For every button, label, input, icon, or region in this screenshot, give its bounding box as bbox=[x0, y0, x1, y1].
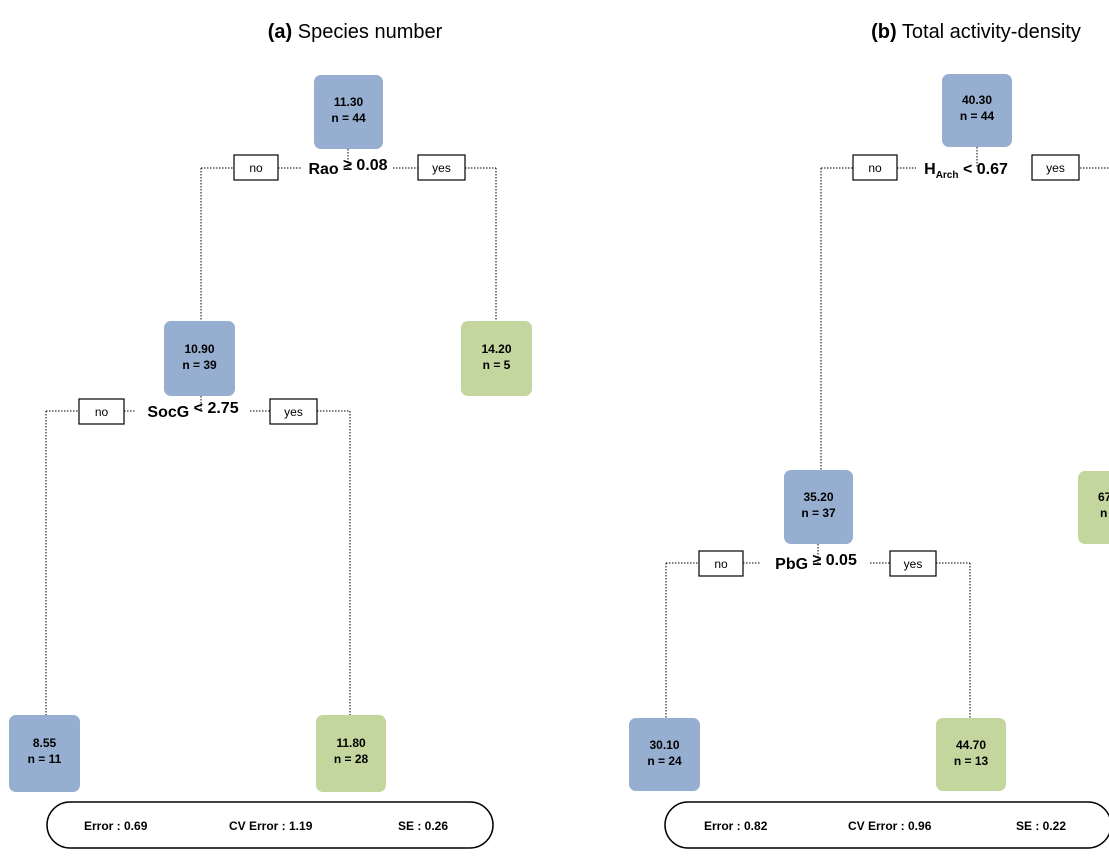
node-value: 67 bbox=[1098, 490, 1109, 504]
tree-node-left-right-leaf: 11.80 n = 28 bbox=[316, 715, 386, 792]
yes-label: yes bbox=[1046, 161, 1065, 175]
node-value: 11.30 bbox=[334, 95, 364, 109]
panel-a-title-letter: (a) bbox=[268, 21, 292, 43]
tree-node-left: 35.20 n = 37 bbox=[784, 470, 853, 544]
node-value: 40.30 bbox=[962, 93, 992, 107]
no-label: no bbox=[868, 161, 882, 175]
split-rule-socg: no SocG < 2.75 yes bbox=[78, 398, 318, 425]
no-label: no bbox=[714, 557, 728, 571]
tree-node-root: 40.30 n = 44 bbox=[942, 74, 1012, 147]
cv-error-value: CV Error : 0.96 bbox=[848, 819, 932, 833]
node-count: n = 11 bbox=[28, 752, 62, 766]
se-value: SE : 0.22 bbox=[1016, 819, 1066, 833]
node-count: n = 37 bbox=[801, 506, 836, 520]
node-count: n bbox=[1100, 506, 1107, 520]
node-box bbox=[936, 718, 1006, 791]
split-rule-rao: no Rao ≥ 0.08 yes bbox=[233, 154, 466, 181]
no-label: no bbox=[249, 161, 263, 175]
yes-label: yes bbox=[284, 405, 303, 419]
node-value: 30.10 bbox=[649, 738, 679, 752]
panel-a-error-summary: Error : 0.69 CV Error : 1.19 SE : 0.26 bbox=[46, 801, 494, 849]
panel-a-title-text: Species number bbox=[292, 21, 442, 43]
split-condition: SocG < 2.75 bbox=[147, 400, 238, 421]
node-box bbox=[784, 470, 853, 544]
node-value: 14.20 bbox=[481, 342, 511, 356]
node-value: 44.70 bbox=[956, 738, 986, 752]
error-value: Error : 0.69 bbox=[84, 819, 148, 833]
panel-b-title-text: Total activity-density bbox=[897, 21, 1081, 43]
split-condition: PbG ≥ 0.05 bbox=[775, 552, 857, 573]
panel-a: (a) Species number 11.30 n = 44 10.90 n … bbox=[9, 21, 532, 849]
tree-node-left-left-leaf: 8.55 n = 11 bbox=[9, 715, 80, 792]
split-rule-pbg: no PbG ≥ 0.05 yes bbox=[698, 550, 937, 577]
node-value: 11.80 bbox=[336, 736, 366, 750]
error-value: Error : 0.82 bbox=[704, 819, 768, 833]
panel-a-title: (a) Species number bbox=[268, 21, 443, 43]
yes-label: yes bbox=[904, 557, 923, 571]
node-box bbox=[314, 75, 383, 149]
no-label: no bbox=[95, 405, 109, 419]
se-value: SE : 0.26 bbox=[398, 819, 448, 833]
tree-node-left-right-leaf: 44.70 n = 13 bbox=[936, 718, 1006, 791]
node-count: n = 44 bbox=[331, 111, 366, 125]
panel-b-error-summary: Error : 0.82 CV Error : 0.96 SE : 0.22 bbox=[664, 801, 1109, 849]
node-box bbox=[629, 718, 700, 791]
node-box bbox=[942, 74, 1012, 147]
tree-node-root: 11.30 n = 44 bbox=[314, 75, 383, 149]
split-rule-harch: no HArch < 0.67 yes bbox=[852, 154, 1080, 181]
yes-label: yes bbox=[432, 161, 451, 175]
panel-a-connectors bbox=[45, 149, 497, 715]
node-box bbox=[316, 715, 386, 792]
node-count: n = 28 bbox=[334, 752, 369, 766]
node-box bbox=[9, 715, 80, 792]
tree-node-left: 10.90 n = 39 bbox=[164, 321, 235, 396]
split-condition: HArch < 0.67 bbox=[924, 161, 1008, 181]
node-box bbox=[164, 321, 235, 396]
node-count: n = 44 bbox=[960, 109, 995, 123]
node-value: 35.20 bbox=[803, 490, 833, 504]
node-value: 10.90 bbox=[184, 342, 214, 356]
node-box bbox=[1078, 471, 1109, 544]
node-box bbox=[461, 321, 532, 396]
cv-error-value: CV Error : 1.19 bbox=[229, 819, 313, 833]
tree-node-right-leaf: 14.20 n = 5 bbox=[461, 321, 532, 396]
panel-b-title-letter: (b) bbox=[871, 21, 897, 43]
node-count: n = 13 bbox=[954, 754, 989, 768]
panel-b-connectors bbox=[665, 147, 1109, 718]
node-count: n = 24 bbox=[647, 754, 682, 768]
node-count: n = 5 bbox=[483, 358, 511, 372]
tree-node-left-left-leaf: 30.10 n = 24 bbox=[629, 718, 700, 791]
split-condition: Rao ≥ 0.08 bbox=[308, 157, 387, 178]
node-count: n = 39 bbox=[182, 358, 217, 372]
tree-node-right-leaf: 67 n bbox=[1078, 471, 1109, 544]
panel-b-title: (b) Total activity-density bbox=[871, 21, 1081, 43]
panel-b: (b) Total activity-density 40.30 n = 44 … bbox=[629, 21, 1109, 849]
node-value: 8.55 bbox=[33, 736, 57, 750]
